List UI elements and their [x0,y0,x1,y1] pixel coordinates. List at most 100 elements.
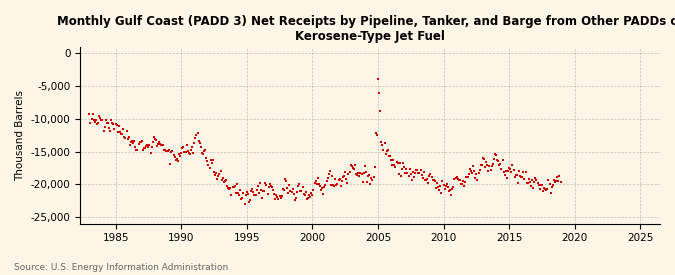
Point [434,188,445,192]
Point [225,186,236,191]
Point [124,134,134,139]
Point [489,157,500,161]
Point [96,117,107,122]
Point [462,175,473,179]
Point [253,191,264,195]
Point [141,144,152,148]
Point [247,187,258,191]
Point [145,150,156,155]
Point [546,185,557,189]
Text: Source: U.S. Energy Information Administration: Source: U.S. Energy Information Administ… [14,263,227,272]
Point [92,121,103,126]
Point [131,148,142,152]
Point [397,166,408,171]
Point [286,189,297,194]
Point [121,129,132,133]
Point [335,184,346,189]
Point [355,171,366,175]
Point [325,183,336,188]
Point [230,191,241,196]
Point [382,148,393,153]
Point [202,159,213,163]
Point [458,179,468,183]
Point [366,176,377,180]
Point [270,196,281,201]
Point [456,182,466,186]
Point [359,164,370,168]
Point [512,180,523,185]
Point [252,184,263,189]
Point [376,140,387,145]
Point [215,168,226,173]
Point [122,136,133,141]
Point [383,154,394,158]
Point [127,139,138,144]
Point [288,192,299,196]
Point [440,184,451,188]
Point [338,175,348,179]
Point [529,179,540,184]
Point [238,191,249,195]
Point [161,149,172,153]
Point [438,183,449,187]
Point [192,131,203,135]
Point [346,164,357,169]
Point [441,182,452,186]
Point [481,160,491,165]
Point [142,143,153,147]
Point [429,179,440,184]
Point [403,174,414,178]
Point [227,185,238,189]
Point [396,174,406,179]
Point [333,178,344,182]
Point [477,163,487,167]
Point [138,148,148,152]
Point [498,169,509,174]
Point [200,148,211,152]
Point [400,171,410,175]
Point [485,168,496,172]
Point [464,166,475,171]
Point [466,170,477,175]
Point [448,185,459,189]
Point [523,176,534,181]
Point [433,185,443,190]
Point [334,177,345,182]
Point [87,111,98,116]
Point [194,141,205,145]
Point [331,183,342,187]
Point [188,151,198,155]
Point [531,178,542,182]
Point [371,131,381,135]
Point [152,144,163,148]
Point [244,200,254,204]
Point [298,192,309,196]
Point [471,172,482,176]
Point [362,180,373,184]
Point [173,152,184,156]
Point [520,170,531,174]
Point [305,194,316,199]
Point [119,135,130,139]
Point [402,170,413,175]
Point [308,188,319,192]
Point [154,139,165,144]
Point [269,192,279,197]
Point [540,187,551,192]
Point [205,166,215,170]
Point [259,189,269,193]
Point [537,189,548,193]
Point [533,183,544,187]
Point [166,150,177,154]
Point [153,142,163,146]
Point [110,122,121,126]
Point [415,167,426,172]
Point [240,193,251,197]
Point [296,188,307,193]
Point [274,194,285,198]
Point [343,171,354,176]
Point [99,125,110,129]
Point [279,188,290,192]
Point [214,172,225,176]
Point [552,175,563,179]
